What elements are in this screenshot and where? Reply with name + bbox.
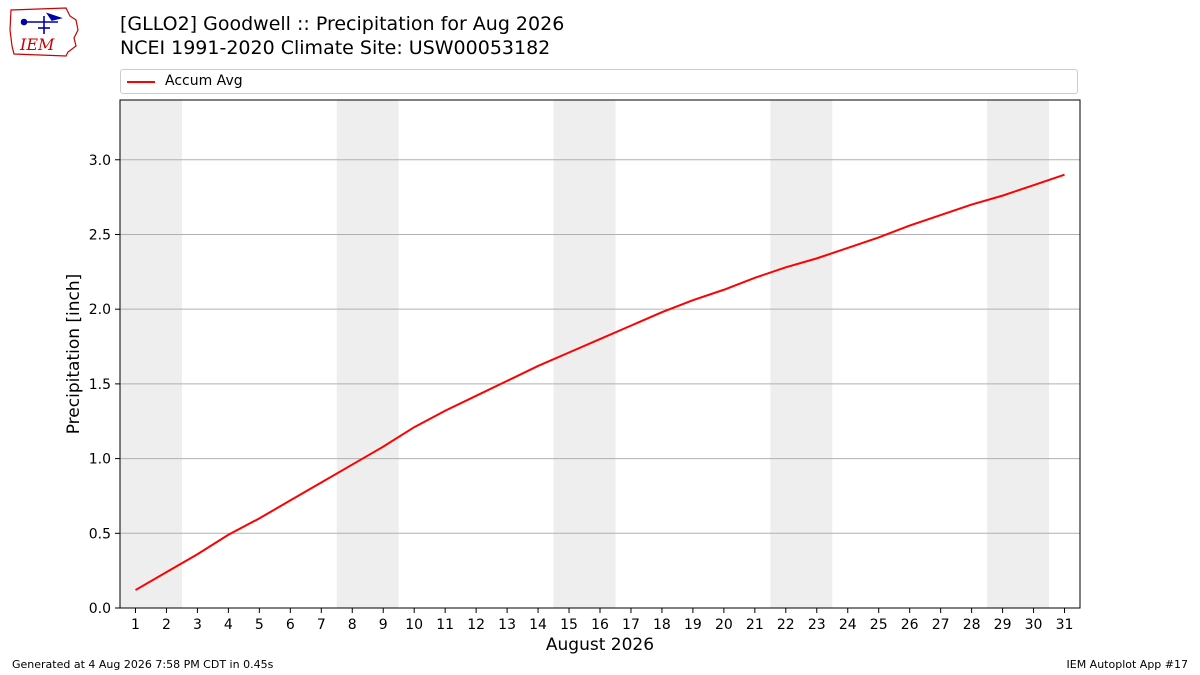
x-tick-label: 8	[348, 617, 357, 633]
x-tick-label: 7	[317, 617, 326, 633]
x-tick-label: 28	[963, 617, 981, 633]
x-tick-label: 22	[777, 617, 795, 633]
app-label: IEM Autoplot App #17	[1066, 658, 1189, 671]
y-tick-label: 2.5	[89, 227, 111, 243]
chart-legend: Accum Avg	[120, 69, 1078, 94]
weekend-band	[770, 100, 833, 608]
y-tick-label: 1.0	[89, 452, 111, 468]
series-line-group	[134, 173, 1065, 591]
y-tick-label: 3.0	[89, 153, 111, 169]
weekend-band	[336, 100, 399, 608]
x-tick-label: 25	[870, 617, 888, 633]
y-axis: 0.0 0.5 1.0 1.5 2.0 2.5 3.0	[89, 153, 120, 617]
x-tick-label: 13	[498, 617, 516, 633]
weekend-band	[553, 100, 616, 608]
generated-timestamp: Generated at 4 Aug 2026 7:58 PM CDT in 0…	[12, 658, 274, 671]
x-tick-label: 19	[684, 617, 702, 633]
x-tick-label: 4	[224, 617, 233, 633]
x-tick-label: 5	[255, 617, 264, 633]
weekend-band	[120, 100, 182, 608]
x-tick-label: 11	[436, 617, 454, 633]
weather-station-icon	[20, 12, 63, 34]
x-tick-label: 10	[405, 617, 423, 633]
iowa-outline-icon	[9, 7, 79, 57]
x-tick-label: 3	[193, 617, 202, 633]
x-tick-label: 21	[746, 617, 764, 633]
x-axis: 1 2 3 4 5 6 7 8 9 10 11 12 13 14 15 16 17 18 19 20 21 22 23 24 2…	[131, 608, 1073, 633]
legend-label: Accum Avg	[165, 73, 243, 89]
weekend-band	[987, 100, 1050, 608]
x-tick-label: 20	[715, 617, 733, 633]
x-tick-label: 12	[467, 617, 485, 633]
legend-line-swatch	[127, 81, 155, 83]
x-tick-label: 2	[162, 617, 171, 633]
weekend-bands	[120, 100, 1050, 608]
x-tick-label: 30	[1025, 617, 1043, 633]
chart-title: [GLLO2] Goodwell :: Precipitation for Au…	[120, 12, 564, 60]
x-tick-label: 24	[839, 617, 857, 633]
iem-logo: IEM	[9, 7, 79, 57]
y-tick-label: 0.0	[89, 601, 111, 617]
x-axis-label: August 2026	[546, 635, 654, 655]
title-line-1: [GLLO2] Goodwell :: Precipitation for Au…	[120, 13, 565, 35]
title-line-2: NCEI 1991-2020 Climate Site: USW00053182	[120, 37, 551, 59]
x-tick-label: 6	[286, 617, 295, 633]
x-tick-label: 31	[1056, 617, 1074, 633]
y-tick-label: 2.0	[89, 302, 111, 318]
y-tick-label: 1.5	[89, 377, 111, 393]
series-line-accum-avg	[134, 173, 1065, 591]
x-tick-label: 29	[994, 617, 1012, 633]
y-axis-label: Precipitation [inch]	[64, 274, 84, 435]
x-tick-label: 27	[932, 617, 950, 633]
logo-text: IEM	[19, 35, 55, 54]
x-tick-label: 23	[808, 617, 826, 633]
x-tick-label: 15	[560, 617, 578, 633]
x-tick-label: 14	[529, 617, 547, 633]
x-tick-label: 9	[379, 617, 388, 633]
x-tick-label: 17	[622, 617, 640, 633]
x-tick-label: 26	[901, 617, 919, 633]
x-tick-label: 1	[131, 617, 140, 633]
x-tick-label: 18	[653, 617, 671, 633]
y-tick-label: 0.5	[89, 526, 111, 542]
x-tick-label: 16	[591, 617, 609, 633]
